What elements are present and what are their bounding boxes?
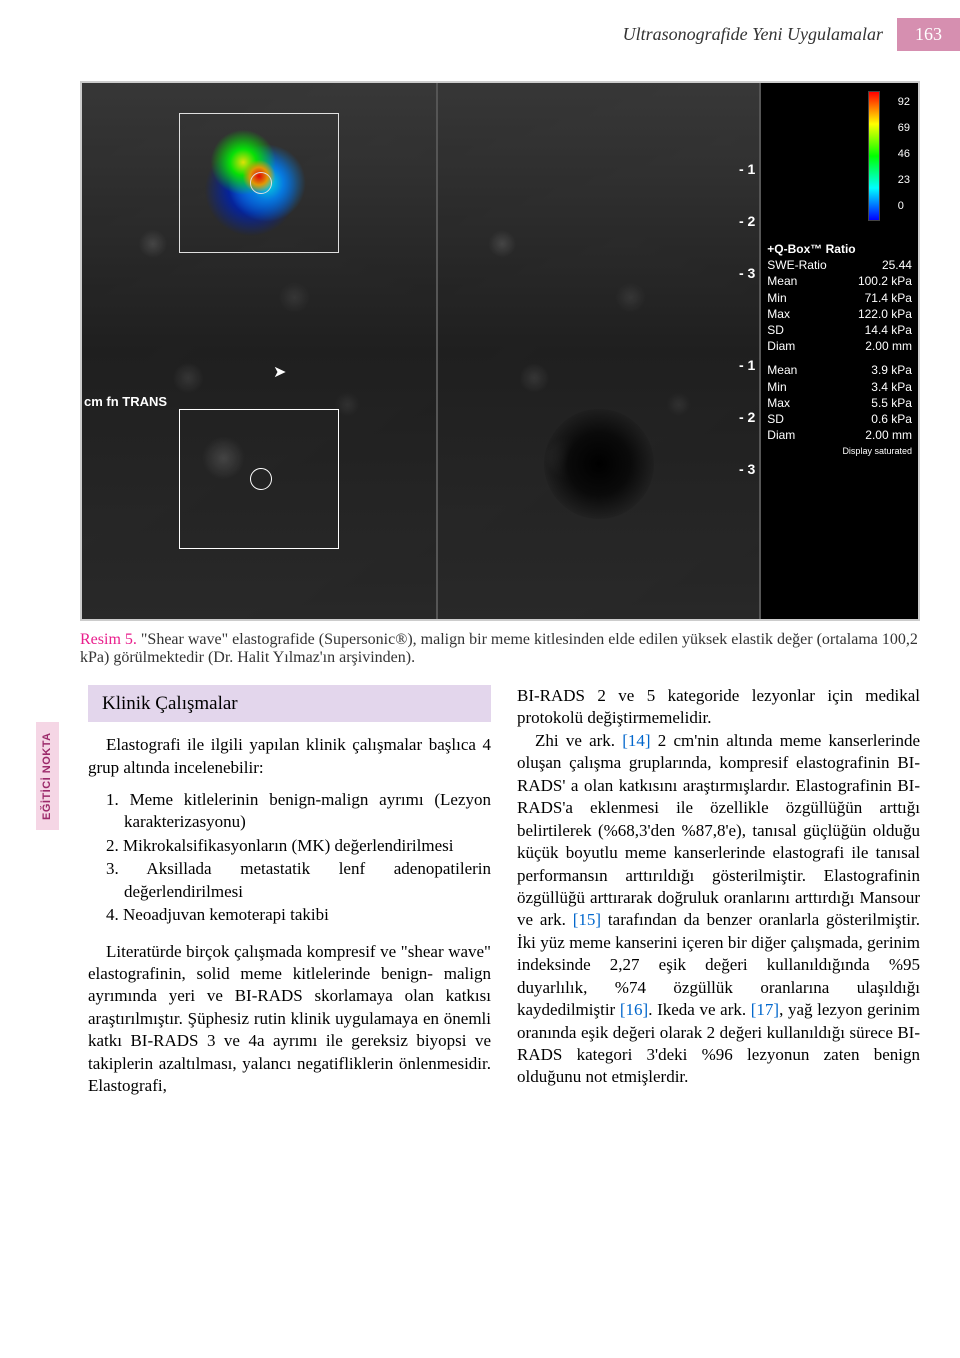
- depth-scale: - 1 - 2 - 3 - 1 - 2 - 3: [739, 143, 755, 495]
- roi-circle-2: [250, 468, 272, 490]
- reference-roi-box: [179, 409, 339, 549]
- page-number: 163: [897, 18, 960, 51]
- section-heading: Klinik Çalışmalar: [88, 685, 491, 722]
- list-item: 1. Meme kitlelerinin benign-malign ayrım…: [106, 789, 491, 834]
- side-tab-label: EĞİTİCİ NOKTA: [36, 722, 59, 830]
- bmode-panel: - 1 - 2 - 3 - 1 - 2 - 3: [438, 83, 762, 619]
- intro-paragraph: Elastografi ile ilgili yapılan klinik ça…: [88, 734, 491, 779]
- elasto-color-bar: [868, 91, 880, 221]
- body-paragraph: BI-RADS 2 ve 5 kategoride lezyonlar için…: [517, 685, 920, 730]
- caption-label: Resim 5.: [80, 631, 137, 648]
- side-tab-container: EĞİTİCİ NOKTA: [40, 685, 62, 1098]
- list-item: 4. Neoadjuvan kemoterapi takibi: [106, 904, 491, 926]
- color-scale-values: 92 69 46 23 0: [898, 89, 910, 219]
- lesion-shadow: [544, 409, 654, 519]
- numbered-list: 1. Meme kitlelerinin benign-malign ayrım…: [88, 789, 491, 927]
- elasto-color-overlay: [179, 113, 339, 253]
- figure-ultrasound: cm fn TRANS ➤ - 1 - 2 - 3 - 1 - 2 - 3 92…: [80, 81, 920, 621]
- body-columns: EĞİTİCİ NOKTA Klinik Çalışmalar Elastogr…: [40, 685, 920, 1098]
- roi-circle-1: [250, 172, 272, 194]
- list-item: 3. Aksillada metastatik lenf adenopatile…: [106, 858, 491, 903]
- elastography-panel: cm fn TRANS ➤: [82, 83, 438, 619]
- scale-label: cm fn TRANS: [84, 394, 167, 409]
- caption-text: "Shear wave" elastografide (Supersonic®)…: [80, 631, 918, 666]
- right-column: BI-RADS 2 ve 5 kategoride lezyonlar için…: [517, 685, 920, 1098]
- running-title: Ultrasonografide Yeni Uygulamalar: [623, 24, 897, 45]
- reference-link[interactable]: [14]: [622, 731, 650, 750]
- qbox-stats: +Q-Box™ Ratio SWE-Ratio25.44 Mean100.2 k…: [767, 241, 912, 457]
- reference-link[interactable]: [15]: [573, 910, 601, 929]
- list-item: 2. Mikrokalsifikasyonların (MK) değerlen…: [106, 835, 491, 857]
- body-paragraph: Zhi ve ark. [14] 2 cm'nin altında meme k…: [517, 730, 920, 1089]
- body-paragraph: Literatürde birçok çalışmada kompresif v…: [88, 941, 491, 1098]
- figure-caption: Resim 5. "Shear wave" elastografide (Sup…: [80, 631, 920, 667]
- left-column: Klinik Çalışmalar Elastografi ile ilgili…: [88, 685, 491, 1098]
- cursor-icon: ➤: [273, 362, 286, 382]
- reference-link[interactable]: [16]: [620, 1000, 648, 1019]
- running-header: Ultrasonografide Yeni Uygulamalar 163: [0, 0, 960, 69]
- measurement-panel: 92 69 46 23 0 +Q-Box™ Ratio SWE-Ratio25.…: [761, 83, 918, 619]
- reference-link[interactable]: [17]: [751, 1000, 779, 1019]
